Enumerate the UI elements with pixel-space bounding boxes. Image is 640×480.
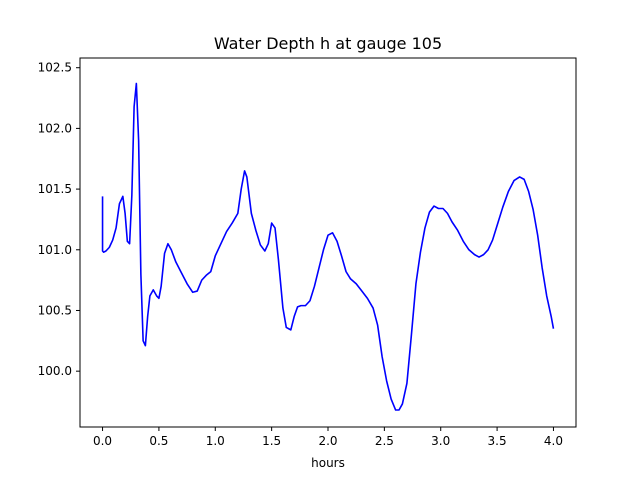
x-axis-label: hours bbox=[311, 456, 345, 470]
y-tick-label: 101.0 bbox=[38, 243, 72, 257]
y-tick-label: 100.5 bbox=[38, 303, 72, 317]
x-tick-label: 3.5 bbox=[488, 434, 507, 448]
x-tick-label: 2.0 bbox=[318, 434, 337, 448]
y-tick-label: 100.0 bbox=[38, 364, 72, 378]
series-line-0 bbox=[101, 82, 555, 411]
x-axis-ticks: 0.0 0.5 1.0 1.5 2.0 2.5 3.0 3.5 4.0 bbox=[93, 427, 563, 448]
y-tick-label: 102.0 bbox=[38, 121, 72, 135]
x-tick-label: 2.5 bbox=[375, 434, 394, 448]
axes-frame bbox=[79, 57, 577, 428]
x-tick-label: 1.5 bbox=[262, 434, 281, 448]
x-tick-label: 3.0 bbox=[431, 434, 450, 448]
x-tick-label: 0.0 bbox=[93, 434, 112, 448]
y-tick-label: 102.5 bbox=[38, 61, 72, 75]
x-tick-label: 1.0 bbox=[206, 434, 225, 448]
y-tick-label: 101.5 bbox=[38, 182, 72, 196]
x-tick-label: 4.0 bbox=[544, 434, 563, 448]
y-axis-ticks: 100.0 100.5 101.0 101.5 102.0 102.5 bbox=[38, 61, 80, 378]
plot-area bbox=[101, 82, 555, 411]
x-tick-label: 0.5 bbox=[149, 434, 168, 448]
chart-title: Water Depth h at gauge 105 bbox=[214, 34, 442, 53]
